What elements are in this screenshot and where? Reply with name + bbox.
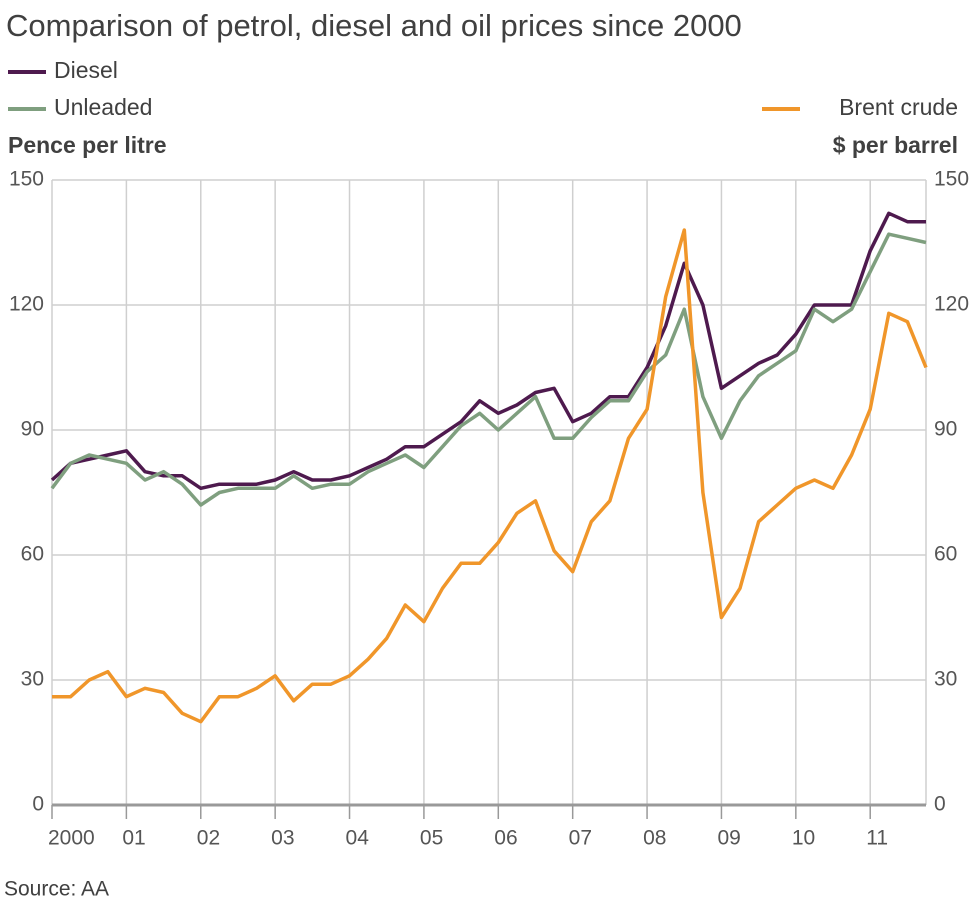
x-tick-label: 05 [420,827,443,850]
y-tick-label: 60 [21,543,44,566]
data-line [50,211,926,491]
x-tick-label: 02 [197,827,220,850]
x-tick-label: 08 [643,827,666,850]
x-tick-label: 11 [866,827,888,850]
legend-label: Unleaded [54,94,152,120]
x-tick-label: 01 [122,827,145,850]
x-tick-label: 03 [271,827,294,850]
x-tick-label: 09 [717,827,740,850]
data-line [50,232,927,507]
y-tick-label: 150 [9,168,44,191]
y-tick-label: 90 [21,418,44,441]
x-tick-label: 04 [346,827,370,850]
data-line [52,228,928,724]
x-tick-label: 07 [569,827,592,850]
y2-axis-label: $ per barrel [833,132,958,158]
y2-tick-label: 60 [934,543,957,566]
x-tick-label: 06 [494,827,517,850]
y2-tick-label: 120 [934,293,969,316]
y-tick-label: 30 [21,668,44,691]
y2-tick-label: 150 [934,168,969,191]
legend-label: Brent crude [839,94,958,120]
y2-tick-label: 30 [934,668,957,691]
y2-tick-label: 0 [934,793,946,816]
x-tick-label: 10 [792,827,815,850]
y-tick-label: 120 [9,293,44,316]
y2-tick-label: 90 [934,418,957,441]
legend-label: Diesel [54,57,118,83]
chart-title: Comparison of petrol, diesel and oil pri… [6,8,742,43]
y-axis-label: Pence per litre [8,132,167,158]
y-tick-label: 0 [32,793,44,816]
source-note: Source: AA [4,878,109,901]
x-tick-label: 2000 [48,827,95,850]
